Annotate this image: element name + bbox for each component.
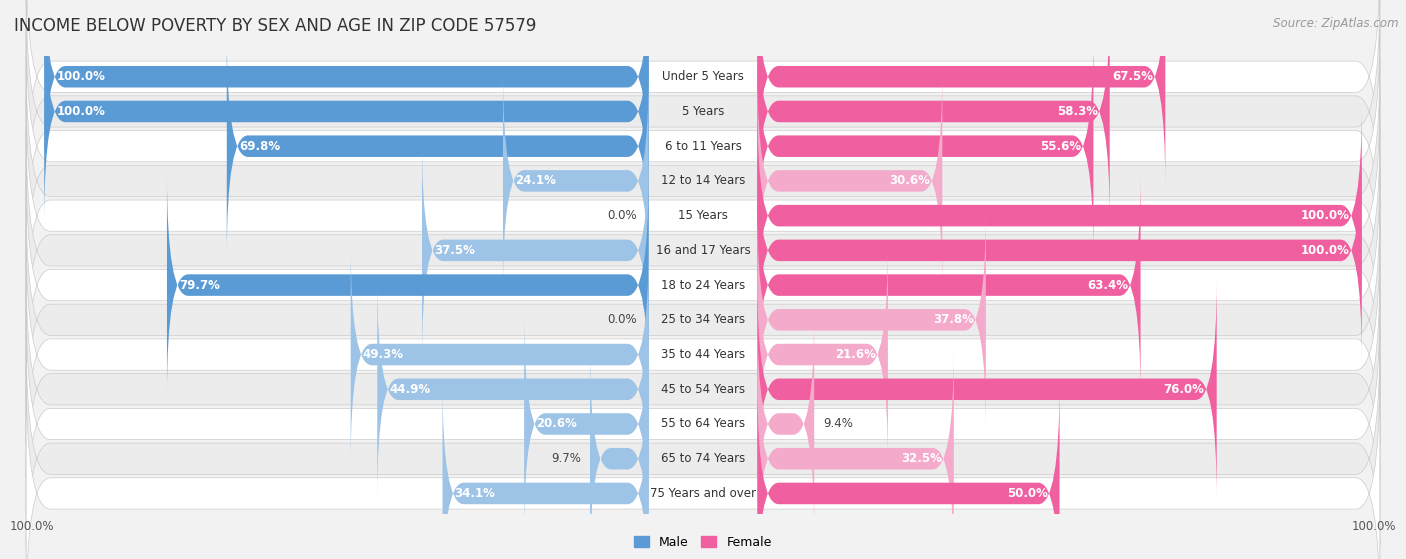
FancyBboxPatch shape xyxy=(422,140,648,361)
Text: 100.0%: 100.0% xyxy=(56,70,105,83)
Text: 6 to 11 Years: 6 to 11 Years xyxy=(665,140,741,153)
Text: 50.0%: 50.0% xyxy=(1007,487,1047,500)
Text: INCOME BELOW POVERTY BY SEX AND AGE IN ZIP CODE 57579: INCOME BELOW POVERTY BY SEX AND AGE IN Z… xyxy=(14,17,537,35)
Text: 55.6%: 55.6% xyxy=(1040,140,1081,153)
Text: 34.1%: 34.1% xyxy=(454,487,495,500)
Text: 49.3%: 49.3% xyxy=(363,348,404,361)
FancyBboxPatch shape xyxy=(758,348,953,559)
Text: 35 to 44 Years: 35 to 44 Years xyxy=(661,348,745,361)
Text: 37.8%: 37.8% xyxy=(932,313,974,326)
Text: 67.5%: 67.5% xyxy=(1112,70,1153,83)
FancyBboxPatch shape xyxy=(758,174,1140,396)
FancyBboxPatch shape xyxy=(758,278,1216,500)
FancyBboxPatch shape xyxy=(503,70,648,292)
FancyBboxPatch shape xyxy=(27,301,1379,547)
Text: 24.1%: 24.1% xyxy=(515,174,555,187)
FancyBboxPatch shape xyxy=(44,0,648,187)
FancyBboxPatch shape xyxy=(758,70,942,292)
Legend: Male, Female: Male, Female xyxy=(630,531,776,554)
Text: 100.0%: 100.0% xyxy=(1301,244,1350,257)
Text: 5 Years: 5 Years xyxy=(682,105,724,118)
FancyBboxPatch shape xyxy=(27,266,1379,513)
FancyBboxPatch shape xyxy=(27,335,1379,559)
FancyBboxPatch shape xyxy=(27,0,1379,200)
Text: 9.7%: 9.7% xyxy=(551,452,581,465)
FancyBboxPatch shape xyxy=(27,127,1379,373)
Text: 25 to 34 Years: 25 to 34 Years xyxy=(661,313,745,326)
Text: Source: ZipAtlas.com: Source: ZipAtlas.com xyxy=(1274,17,1399,30)
FancyBboxPatch shape xyxy=(758,209,986,430)
Text: 65 to 74 Years: 65 to 74 Years xyxy=(661,452,745,465)
Text: 44.9%: 44.9% xyxy=(389,383,430,396)
FancyBboxPatch shape xyxy=(27,197,1379,443)
Text: 0.0%: 0.0% xyxy=(607,313,637,326)
Text: 21.6%: 21.6% xyxy=(835,348,876,361)
Text: 45 to 54 Years: 45 to 54 Years xyxy=(661,383,745,396)
FancyBboxPatch shape xyxy=(758,1,1109,222)
Text: 55 to 64 Years: 55 to 64 Years xyxy=(661,418,745,430)
FancyBboxPatch shape xyxy=(524,313,648,535)
FancyBboxPatch shape xyxy=(350,244,648,465)
Text: 100.0%: 100.0% xyxy=(56,105,105,118)
FancyBboxPatch shape xyxy=(443,383,648,559)
FancyBboxPatch shape xyxy=(758,244,889,465)
FancyBboxPatch shape xyxy=(377,278,648,500)
Text: 15 Years: 15 Years xyxy=(678,209,728,222)
FancyBboxPatch shape xyxy=(758,105,1362,326)
FancyBboxPatch shape xyxy=(27,162,1379,409)
Text: 100.0%: 100.0% xyxy=(1301,209,1350,222)
FancyBboxPatch shape xyxy=(27,370,1379,559)
Text: 79.7%: 79.7% xyxy=(179,278,219,292)
Text: 18 to 24 Years: 18 to 24 Years xyxy=(661,278,745,292)
FancyBboxPatch shape xyxy=(758,313,814,535)
FancyBboxPatch shape xyxy=(27,0,1379,235)
FancyBboxPatch shape xyxy=(758,35,1094,257)
Text: 20.6%: 20.6% xyxy=(536,418,576,430)
FancyBboxPatch shape xyxy=(27,92,1379,339)
Text: 76.0%: 76.0% xyxy=(1164,383,1205,396)
Text: 75 Years and over: 75 Years and over xyxy=(650,487,756,500)
FancyBboxPatch shape xyxy=(44,1,648,222)
Text: 30.6%: 30.6% xyxy=(890,174,931,187)
Text: 12 to 14 Years: 12 to 14 Years xyxy=(661,174,745,187)
FancyBboxPatch shape xyxy=(758,383,1060,559)
Text: 69.8%: 69.8% xyxy=(239,140,280,153)
FancyBboxPatch shape xyxy=(226,35,648,257)
FancyBboxPatch shape xyxy=(758,140,1362,361)
Text: 37.5%: 37.5% xyxy=(434,244,475,257)
FancyBboxPatch shape xyxy=(27,23,1379,269)
FancyBboxPatch shape xyxy=(167,174,648,396)
Text: 9.4%: 9.4% xyxy=(824,418,853,430)
Text: 32.5%: 32.5% xyxy=(901,452,942,465)
Text: 63.4%: 63.4% xyxy=(1087,278,1129,292)
FancyBboxPatch shape xyxy=(758,0,1166,187)
Text: 0.0%: 0.0% xyxy=(607,209,637,222)
FancyBboxPatch shape xyxy=(27,58,1379,304)
FancyBboxPatch shape xyxy=(27,231,1379,478)
Text: Under 5 Years: Under 5 Years xyxy=(662,70,744,83)
FancyBboxPatch shape xyxy=(591,348,648,559)
Text: 58.3%: 58.3% xyxy=(1057,105,1098,118)
Text: 16 and 17 Years: 16 and 17 Years xyxy=(655,244,751,257)
